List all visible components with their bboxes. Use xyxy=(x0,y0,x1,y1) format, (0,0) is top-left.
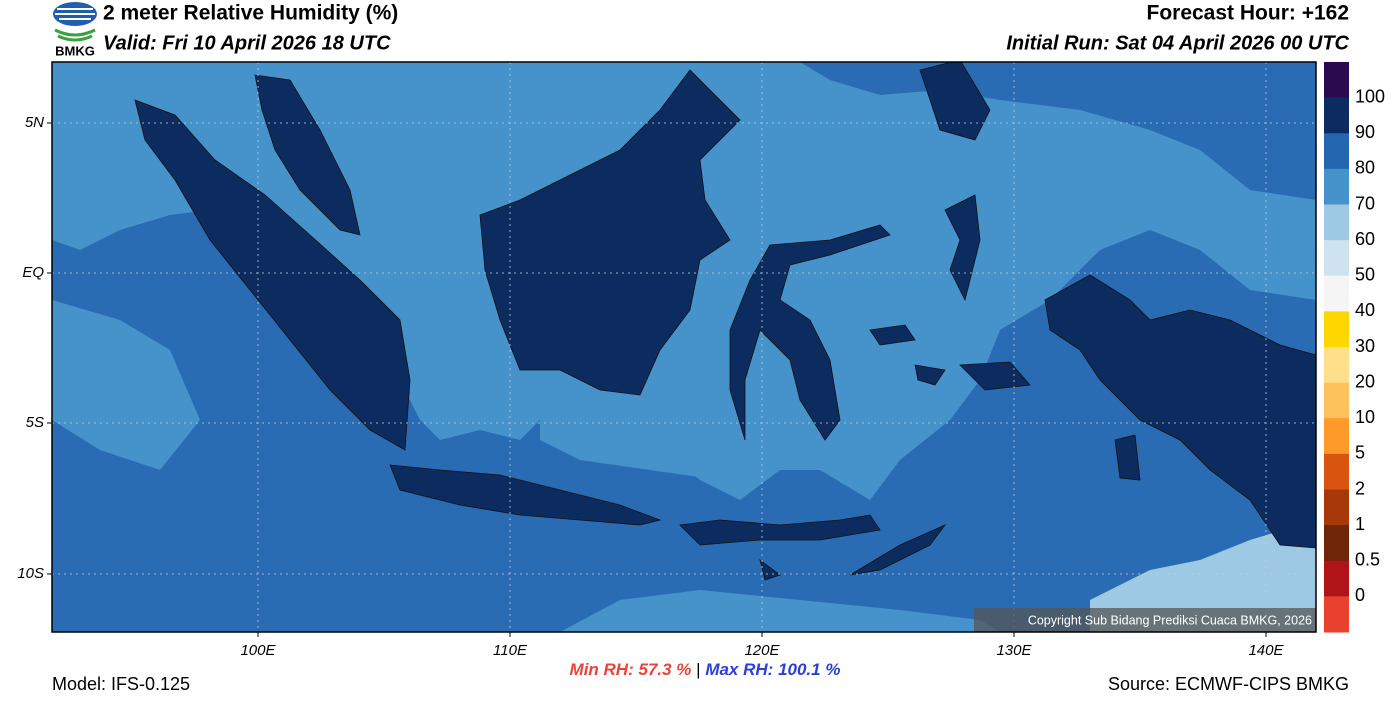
colorbar-segment xyxy=(1324,62,1349,99)
colorbar-segment xyxy=(1324,347,1349,384)
colorbar-segment xyxy=(1324,525,1349,562)
logo-text: BMKG xyxy=(55,43,95,58)
colorbar-segment xyxy=(1324,133,1349,170)
max-rh: 100.1 % xyxy=(778,660,840,679)
min-rh-label: Min RH: xyxy=(570,660,634,679)
lon-labels: 100E 110E 120E 130E 140E xyxy=(240,642,1284,659)
model: Model: IFS-0.125 xyxy=(52,674,190,694)
min-rh: 57.3 % xyxy=(638,660,691,679)
colorbar: 100 90 80 70 60 50 40 30 20 10 5 2 1 0.5 0 xyxy=(1324,62,1385,633)
colorbar-segment xyxy=(1324,382,1349,419)
forecast-hour: Forecast Hour: +162 xyxy=(1147,2,1350,25)
colorbar-label: 50 xyxy=(1355,265,1375,285)
colorbar-segment xyxy=(1324,240,1349,277)
lon-label: 130E xyxy=(996,642,1032,659)
colorbar-segment xyxy=(1324,453,1349,490)
colorbar-label: 100 xyxy=(1355,86,1385,106)
lon-label: 100E xyxy=(240,642,276,659)
source: Source: ECMWF-CIPS BMKG xyxy=(1108,674,1349,694)
colorbar-label: 90 xyxy=(1355,122,1375,142)
colorbar-segment xyxy=(1324,275,1349,312)
logo: BMKG xyxy=(53,2,97,58)
colorbar-segment xyxy=(1324,168,1349,205)
separator: | xyxy=(696,660,700,679)
lat-labels: 5N EQ 5S 10S xyxy=(17,114,1267,637)
lat-label: 5S xyxy=(26,414,44,431)
colorbar-label: 0 xyxy=(1355,585,1365,605)
colorbar-label: 30 xyxy=(1355,336,1375,356)
colorbar-segment xyxy=(1324,311,1349,348)
colorbar-label: 2 xyxy=(1355,478,1365,498)
lon-label: 110E xyxy=(493,642,528,659)
colorbar-segment xyxy=(1324,418,1349,455)
valid-time: Valid: Fri 10 April 2026 18 UTC xyxy=(103,32,391,54)
lon-label: 140E xyxy=(1248,642,1284,659)
colorbar-label: 40 xyxy=(1355,300,1375,320)
colorbar-segment xyxy=(1324,97,1349,134)
rh-summary: Min RH: 57.3 % | Max RH: 100.1 % xyxy=(570,660,841,679)
colorbar-segment xyxy=(1324,596,1349,633)
colorbar-label: 60 xyxy=(1355,229,1375,249)
lat-label: EQ xyxy=(22,264,44,281)
colorbar-label: 1 xyxy=(1355,514,1365,534)
max-rh-label: Max RH: xyxy=(705,660,773,679)
lat-label: 10S xyxy=(17,565,44,582)
colorbar-label: 70 xyxy=(1355,193,1375,213)
lon-label: 120E xyxy=(744,642,780,659)
colorbar-label: 10 xyxy=(1355,407,1375,427)
colorbar-segment xyxy=(1324,204,1349,241)
colorbar-segment xyxy=(1324,560,1349,597)
lat-label: 5N xyxy=(25,114,44,131)
title: 2 meter Relative Humidity (%) xyxy=(103,2,398,25)
colorbar-label: 0.5 xyxy=(1355,550,1380,570)
map: Copyright Sub Bidang Prediksi Cuaca BMKG… xyxy=(52,62,1316,632)
colorbar-label: 80 xyxy=(1355,158,1375,178)
grid xyxy=(52,62,1316,632)
copyright: Copyright Sub Bidang Prediksi Cuaca BMKG… xyxy=(1028,613,1312,627)
initial-run: Initial Run: Sat 04 April 2026 00 UTC xyxy=(1006,32,1349,54)
colorbar-label: 5 xyxy=(1355,443,1365,463)
colorbar-label: 20 xyxy=(1355,371,1375,391)
colorbar-segment xyxy=(1324,489,1349,526)
